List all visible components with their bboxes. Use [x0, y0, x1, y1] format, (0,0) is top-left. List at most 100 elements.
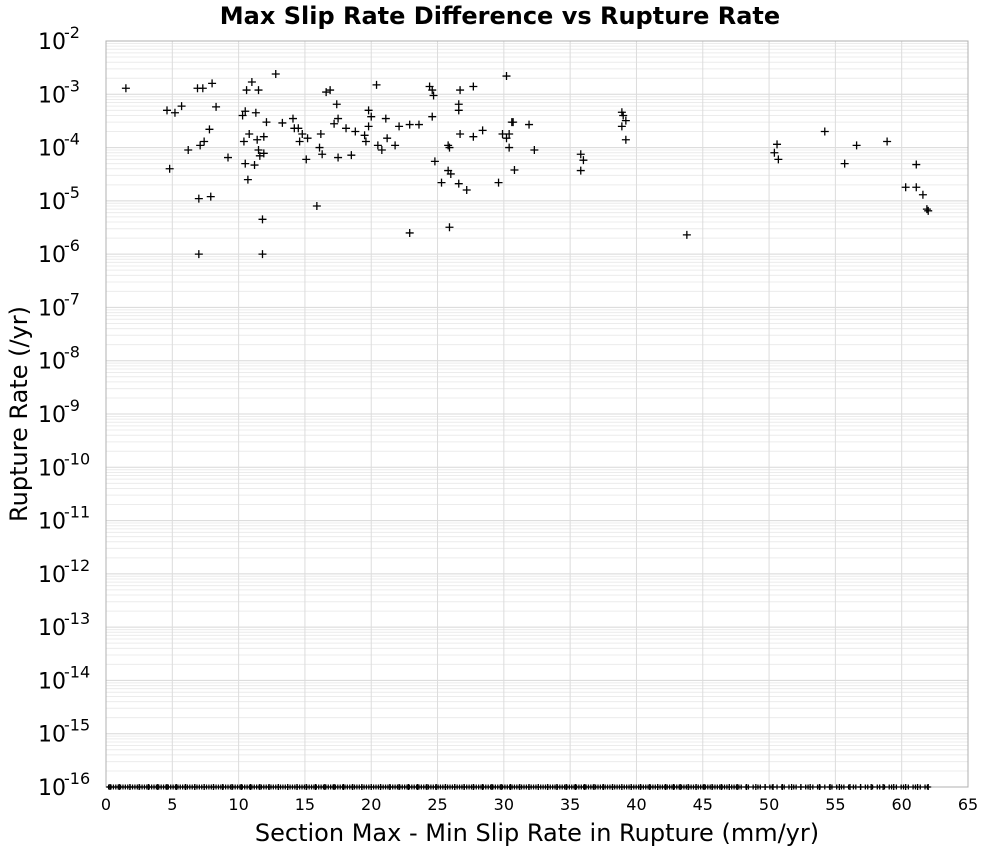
- data-point: [912, 784, 918, 790]
- x-tick-label: 5: [167, 795, 177, 814]
- data-point: [883, 137, 892, 146]
- data-point: [682, 230, 691, 239]
- data-point: [342, 124, 351, 133]
- x-axis-ticks: 0 5 10 15 20 25 30 35 40 45 50 55 60 65: [101, 795, 978, 814]
- data-point: [901, 183, 910, 192]
- data-point: [576, 150, 585, 159]
- data-point: [834, 784, 840, 790]
- data-point: [326, 86, 335, 95]
- x-tick-label: 45: [693, 795, 713, 814]
- y-tick-base: 10: [38, 776, 66, 801]
- data-point: [198, 84, 207, 93]
- data-point: [840, 159, 849, 168]
- data-point: [184, 146, 193, 155]
- data-point: [208, 79, 217, 88]
- data-point: [918, 190, 927, 199]
- data-point: [793, 784, 799, 790]
- x-tick-label: 50: [759, 795, 779, 814]
- data-point: [428, 86, 437, 95]
- data-point: [502, 134, 511, 143]
- data-point: [478, 126, 487, 135]
- y-tick-exponent: -12: [64, 556, 90, 575]
- y-tick-base: 10: [38, 350, 66, 375]
- data-point: [494, 178, 503, 187]
- y-tick-label: 10-12: [38, 556, 90, 588]
- data-point: [163, 106, 172, 115]
- data-point: [242, 86, 251, 95]
- data-point: [469, 132, 478, 141]
- y-axis-label: Rupture Rate (/yr): [5, 306, 33, 522]
- y-tick-exponent: -8: [64, 343, 80, 362]
- y-tick-exponent: -9: [64, 396, 80, 415]
- y-tick-base: 10: [38, 403, 66, 428]
- data-point: [510, 165, 519, 174]
- y-tick-base: 10: [38, 30, 66, 55]
- y-tick-label: 10-16: [38, 769, 90, 801]
- y-tick-exponent: -7: [64, 289, 80, 308]
- data-point: [905, 784, 911, 790]
- data-point: [258, 215, 267, 224]
- data-point: [446, 169, 455, 178]
- x-tick-label: 30: [494, 795, 514, 814]
- data-point: [773, 140, 782, 149]
- data-point: [530, 146, 539, 155]
- data-point: [405, 228, 414, 237]
- data-point: [245, 129, 254, 138]
- data-point: [373, 141, 382, 150]
- data-point: [877, 784, 883, 790]
- data-point: [316, 129, 325, 138]
- data-point: [454, 106, 463, 115]
- data-point: [303, 134, 312, 143]
- y-tick-exponent: -4: [64, 130, 80, 149]
- data-point: [224, 153, 233, 162]
- data-point: [505, 129, 514, 138]
- data-point: [194, 250, 203, 259]
- data-point: [445, 143, 454, 152]
- data-point: [258, 250, 267, 259]
- data-point: [853, 784, 859, 790]
- data-point: [774, 155, 783, 164]
- y-tick-base: 10: [38, 137, 66, 162]
- data-point: [381, 114, 390, 123]
- y-tick-label: 10-8: [38, 343, 80, 375]
- data-point: [579, 156, 588, 165]
- y-tick-label: 10-11: [38, 503, 90, 535]
- data-point: [334, 153, 343, 162]
- y-tick-label: 10-13: [38, 609, 90, 641]
- data-point: [454, 179, 463, 188]
- data-point: [922, 205, 931, 214]
- data-point: [347, 151, 356, 160]
- data-point: [372, 80, 381, 89]
- data-point: [254, 86, 263, 95]
- data-point: [428, 112, 437, 121]
- x-tick-label: 60: [892, 795, 912, 814]
- data-point: [576, 166, 585, 175]
- data-point: [781, 784, 787, 790]
- data-point: [774, 784, 780, 790]
- data-point: [505, 143, 514, 152]
- x-tick-label: 55: [825, 795, 845, 814]
- data-point: [205, 125, 214, 134]
- data-point: [361, 137, 370, 146]
- data-point: [858, 784, 864, 790]
- data-point: [430, 157, 439, 166]
- data-point: [367, 112, 376, 121]
- y-tick-exponent: -11: [64, 503, 90, 522]
- y-tick-base: 10: [38, 190, 66, 215]
- data-point: [294, 124, 303, 133]
- data-point: [318, 150, 327, 159]
- data-point: [924, 206, 933, 215]
- data-point: [805, 784, 811, 790]
- data-point: [912, 183, 921, 192]
- data-point: [177, 102, 186, 111]
- data-point: [302, 155, 311, 164]
- data-point: [901, 784, 907, 790]
- data-point: [243, 175, 252, 184]
- data-point: [456, 86, 465, 95]
- y-tick-label: 10-6: [38, 236, 80, 268]
- x-tick-label: 10: [228, 795, 248, 814]
- x-tick-label: 65: [958, 795, 978, 814]
- data-point: [254, 146, 263, 155]
- y-tick-exponent: -3: [64, 76, 80, 95]
